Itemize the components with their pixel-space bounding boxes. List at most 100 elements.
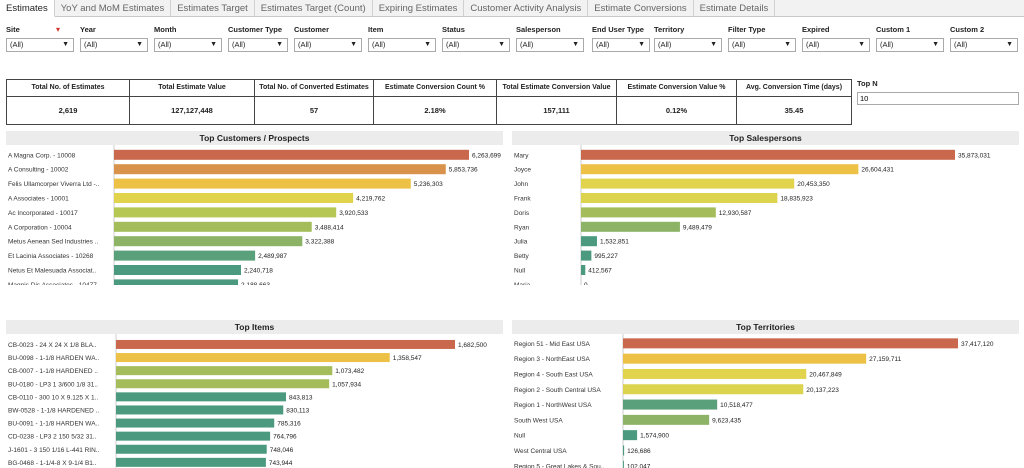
filter-customer-select[interactable]: (All) ▼ <box>294 38 362 52</box>
filter-custom-2: Custom 2 (All) ▼ <box>950 24 1018 52</box>
bar[interactable] <box>116 457 266 467</box>
bar[interactable] <box>623 353 867 364</box>
bar[interactable] <box>116 418 275 428</box>
bar[interactable] <box>116 392 287 402</box>
filter-item-select[interactable]: (All) ▼ <box>368 38 436 52</box>
bar[interactable] <box>114 250 256 261</box>
filter-expired-value: (All) <box>806 40 820 49</box>
filter-end-user-type-select[interactable]: (All) ▼ <box>592 38 650 52</box>
tab-estimates-target[interactable]: Estimates Target <box>171 0 255 17</box>
bar[interactable] <box>116 366 333 376</box>
filter-expired-select[interactable]: (All) ▼ <box>802 38 870 52</box>
filter-year-select[interactable]: (All) ▼ <box>80 38 148 52</box>
tab-estimate-details[interactable]: Estimate Details <box>694 0 776 17</box>
kpi-value: 2,619 <box>58 106 78 115</box>
kpi-label: Estimate Conversion Count % <box>374 80 496 97</box>
bar-value-label: 5,853,736 <box>449 167 478 174</box>
filter-filter-type: Filter Type (All) ▼ <box>728 24 796 52</box>
bar[interactable] <box>581 178 795 189</box>
filter-territory-select[interactable]: (All) ▼ <box>654 38 722 52</box>
bar[interactable] <box>116 339 455 349</box>
bar-value-label: 3,920,533 <box>339 210 368 217</box>
bar[interactable] <box>114 164 446 175</box>
filter-custom-2-label: Custom 2 <box>950 25 985 34</box>
bar[interactable] <box>116 444 267 454</box>
bar[interactable] <box>114 236 303 247</box>
tab-expiring-estimates[interactable]: Expiring Estimates <box>373 0 465 17</box>
bar-value-label: 2,188,663 <box>241 282 270 285</box>
bar[interactable] <box>114 207 337 218</box>
tab-customer-activity-analysis[interactable]: Customer Activity Analysis <box>464 0 589 17</box>
panel-title: Top Customers / Prospects <box>6 131 503 145</box>
bar-category-label: Ryan <box>514 224 530 231</box>
bar[interactable] <box>116 379 330 389</box>
filter-site-select[interactable]: (All) ▼ <box>6 38 74 52</box>
bar[interactable] <box>581 236 597 247</box>
filter-status: Status (All) ▼ <box>442 24 510 52</box>
bar[interactable] <box>581 193 778 203</box>
funnel-icon[interactable]: ▾ <box>56 25 61 34</box>
chevron-down-icon: ▼ <box>858 41 865 48</box>
filter-customer-type-value: (All) <box>232 40 246 49</box>
bar-category-label: Maria <box>514 282 531 285</box>
bar[interactable] <box>114 178 411 189</box>
tab-yoy-mom-estimates[interactable]: YoY and MoM Estimates <box>55 0 172 17</box>
bar[interactable] <box>623 460 624 468</box>
filter-salesperson-select[interactable]: (All) ▼ <box>516 38 584 52</box>
filter-customer-type-label: Customer Type <box>228 25 283 34</box>
tab-estimates-target-count[interactable]: Estimates Target (Count) <box>255 0 373 17</box>
bar[interactable] <box>623 445 625 456</box>
filter-filter-type-label: Filter Type <box>728 25 766 34</box>
bar-value-label: 843,813 <box>289 394 313 401</box>
filter-status-label: Status <box>442 25 465 34</box>
bar[interactable] <box>623 399 718 410</box>
bar[interactable] <box>114 149 469 160</box>
bar[interactable] <box>623 430 638 441</box>
filter-customer-type-select[interactable]: (All) ▼ <box>228 38 288 52</box>
bar[interactable] <box>623 368 807 379</box>
bar-value-label: 412,567 <box>588 268 612 275</box>
bar[interactable] <box>114 265 241 275</box>
chevron-down-icon: ▼ <box>424 41 431 48</box>
bar-category-label: BU-0098 - 1-1/8 HARDEN WA.. <box>8 355 99 362</box>
filter-customer: Customer (All) ▼ <box>294 24 362 52</box>
kpi-label: Estimate Conversion Value % <box>617 80 736 97</box>
bar[interactable] <box>114 279 239 285</box>
bar-category-label: BW-0528 - 1-1/8 HARDENED .. <box>8 407 99 414</box>
bar[interactable] <box>116 405 284 415</box>
tab-estimates[interactable]: Estimates <box>0 0 55 17</box>
bar-value-label: 5,236,303 <box>414 181 443 188</box>
bar[interactable] <box>581 207 716 218</box>
bar[interactable] <box>114 193 354 203</box>
bar[interactable] <box>581 221 680 232</box>
bar[interactable] <box>581 164 859 175</box>
bar-value-label: 748,046 <box>270 447 294 454</box>
filter-custom-2-select[interactable]: (All) ▼ <box>950 38 1018 52</box>
kpi-value: 57 <box>309 106 319 115</box>
filter-custom-1-select[interactable]: (All) ▼ <box>876 38 944 52</box>
top-n-input[interactable] <box>857 92 1019 105</box>
filter-filter-type-select[interactable]: (All) ▼ <box>728 38 796 52</box>
bar[interactable] <box>623 338 958 349</box>
bar-category-label: Joyce <box>514 167 531 174</box>
bar-category-label: Et Lacinia Associates - 10268 <box>8 253 94 260</box>
bar[interactable] <box>116 431 271 441</box>
bar-value-label: 1,682,500 <box>458 342 487 349</box>
bar[interactable] <box>116 353 390 363</box>
filter-salesperson: Salesperson (All) ▼ <box>516 24 584 52</box>
bar[interactable] <box>581 149 955 160</box>
tab-estimate-conversions[interactable]: Estimate Conversions <box>588 0 694 17</box>
bar[interactable] <box>114 221 312 232</box>
filter-month-select[interactable]: (All) ▼ <box>154 38 222 52</box>
filter-status-select[interactable]: (All) ▼ <box>442 38 510 52</box>
filter-custom-2-value: (All) <box>954 40 968 49</box>
bar[interactable] <box>581 250 592 261</box>
bar[interactable] <box>623 384 804 395</box>
bar[interactable] <box>623 414 710 425</box>
bar[interactable] <box>581 265 586 275</box>
bar-category-label: Frank <box>514 196 531 203</box>
bar-value-label: 1,073,482 <box>335 368 364 375</box>
bar-category-label: Region 4 - South East USA <box>514 371 593 378</box>
kpi-value: 2.18% <box>424 106 446 115</box>
kpi-value: 157,111 <box>543 106 570 115</box>
